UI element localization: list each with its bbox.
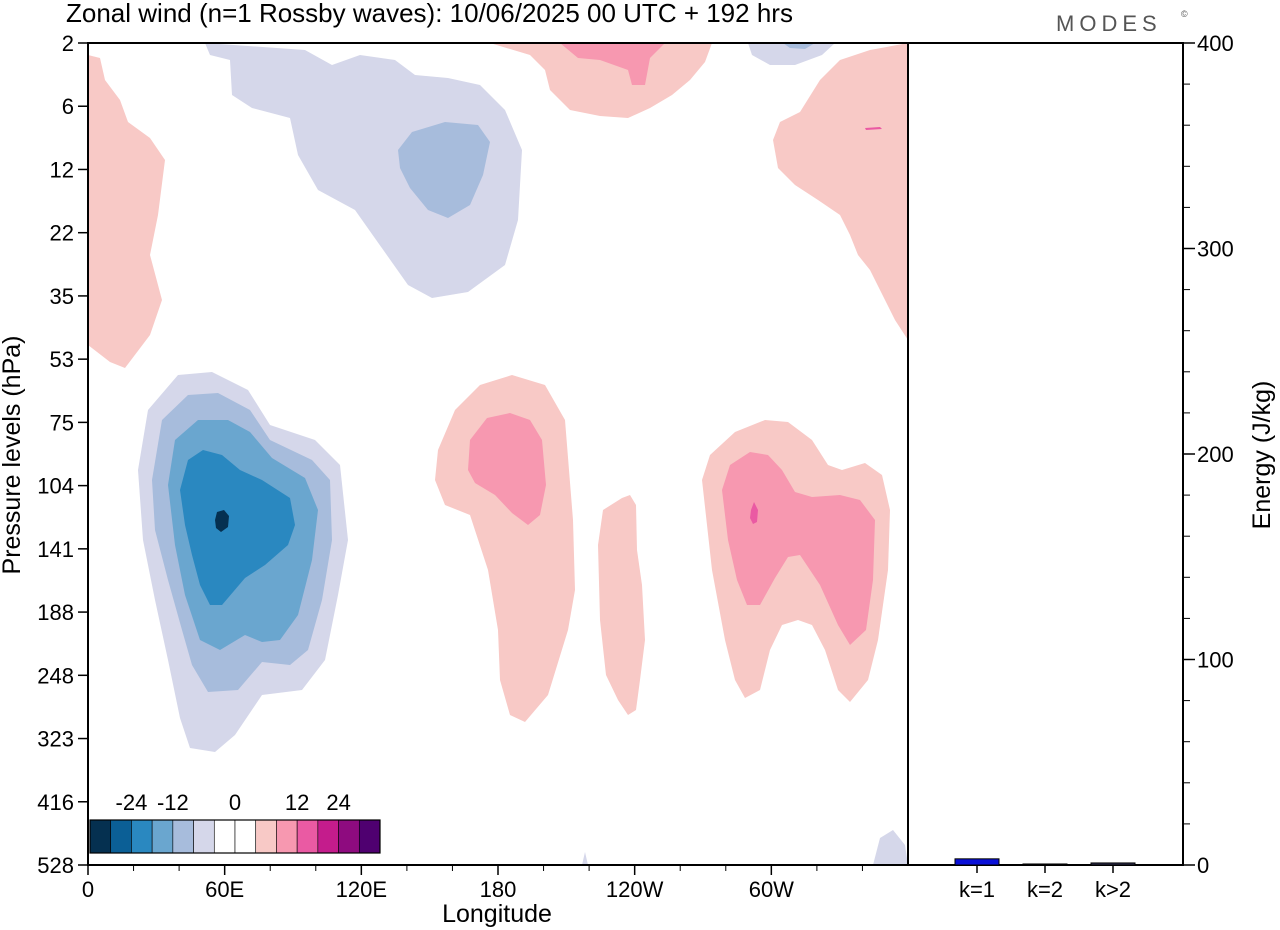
colorbar-label: 0 [229,790,241,815]
contour-neg-topright-inner [783,43,815,49]
y-tick-label: 248 [37,663,74,688]
bar-category-label: k=2 [1027,877,1063,902]
energy-plot-frame [907,42,1184,866]
x-tick-label: 180 [480,877,517,902]
colorbar-swatch [317,819,339,854]
x-tick-label: 120E [336,877,387,902]
contour-field [88,43,908,865]
contour-neg-lower-core [215,510,229,532]
x-tick-label: 120W [606,877,664,902]
contour-neg-upper-outer [205,43,522,298]
colorbar-swatch [296,819,319,854]
y-tick-label: 35 [50,284,74,309]
y-tick-label: 75 [50,410,74,435]
energy-bar [1022,863,1068,866]
contour-pos-topleft [88,55,165,368]
contour-pos-topcenter-inner [560,43,665,85]
energy-bar [954,858,1000,866]
y-tick-label: 416 [37,790,74,815]
y-tick-label: 6 [62,94,74,119]
colorbar-swatch [151,819,174,854]
contour-neg-topright [748,43,835,65]
energy-tick-label: 0 [1197,853,1209,878]
y-tick-label: 104 [37,474,74,499]
bar-category-label: k>2 [1095,877,1131,902]
bar-category-label: k=1 [959,877,995,902]
energy-tick-label: 200 [1197,442,1234,467]
contour-pos-60w-core [750,502,758,524]
modes-logo: MODES [1056,11,1162,36]
x-axis-label: Longitude [442,900,552,928]
contour-pos-topcenter [490,43,712,118]
x-tick-label: 60E [205,877,244,902]
colorbar-swatch [255,819,277,854]
contour-neg-bottom-b [873,830,908,865]
colorbar-swatch [338,819,360,854]
colorbar-swatch [193,819,215,854]
colorbar-label: 24 [326,790,350,815]
y-tick-label: 2 [62,31,74,56]
colorbar-swatch [110,819,132,854]
y-tick-label: 12 [50,157,74,182]
contour-neg-upper-inner [398,122,490,218]
y-tick-label: 528 [37,853,74,878]
y-tick-label: 141 [37,537,74,562]
colorbar-swatch [131,819,153,854]
x-tick-label: 0 [82,877,94,902]
logo-registered-mark: © [1181,9,1188,19]
colorbar-swatch [89,819,112,854]
x-tick-label: 60W [749,877,794,902]
contour-neg-bottom-a [582,852,588,865]
colorbar-swatch [358,819,381,854]
contour-pos-topright [773,43,908,340]
energy-bar [1090,862,1136,866]
contour-neg-lower-4 [180,450,295,605]
y-axis-label: Pressure levels (hPa) [0,336,26,575]
contour-pos-120w [598,495,645,715]
y-tick-label: 53 [50,347,74,372]
contour-pos-topright-dash [865,127,882,130]
colorbar-swatch [213,819,236,854]
chart-title: Zonal wind (n=1 Rossby waves): 10/06/202… [66,0,793,28]
energy-tick-label: 100 [1197,648,1234,673]
contour-pos-180-inner [468,413,546,525]
colorbar-swatch [234,819,257,854]
colorbar-swatch [172,819,194,854]
y-tick-label: 323 [37,727,74,752]
colorbar-label: 12 [285,790,309,815]
contour-pos-60w-inner [722,452,875,645]
energy-tick-label: 400 [1197,31,1234,56]
colorbar-label: -12 [157,790,189,815]
y-tick-label: 22 [50,221,74,246]
colorbar-swatch [276,819,298,854]
colorbar-label: -24 [116,790,148,815]
energy-axis-label: Energy (J/kg) [1248,381,1276,530]
colorbar-frame [89,819,381,854]
y-tick-label: 188 [37,600,74,625]
energy-tick-label: 300 [1197,237,1234,262]
